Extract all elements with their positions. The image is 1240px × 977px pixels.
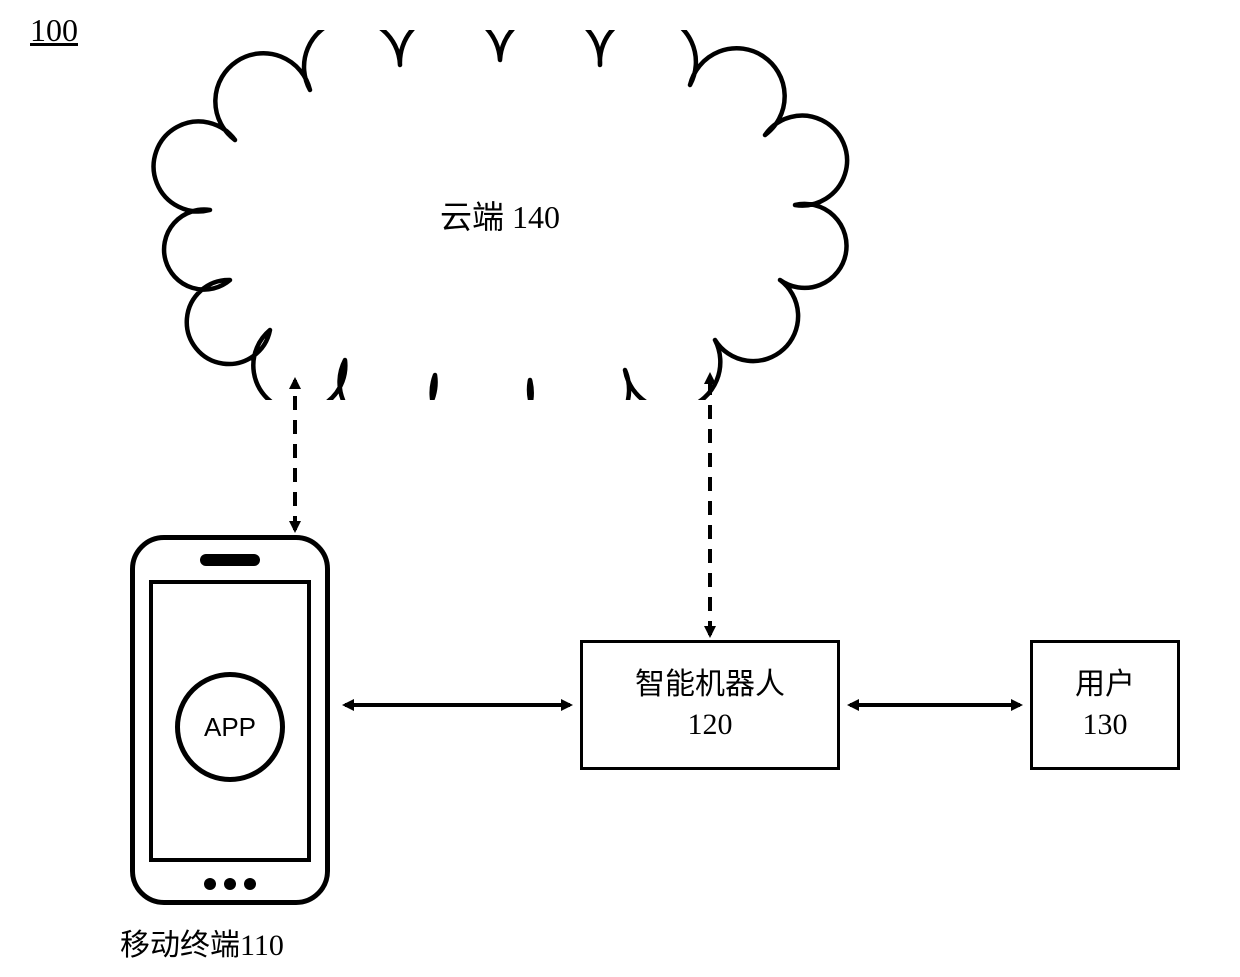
- phone-caption: 移动终端110: [120, 920, 284, 964]
- user-label-line1: 用户: [1075, 665, 1135, 706]
- diagram-canvas: 100 云端 140 APP 移动终端110 智能机器人 120 用户 130: [0, 0, 1240, 977]
- user-label-line2: 130: [1083, 705, 1128, 746]
- phone-home-dots-icon: [135, 878, 325, 890]
- cloud-icon: [140, 30, 860, 400]
- phone-screen: APP: [149, 580, 311, 862]
- robot-label-line2: 120: [688, 705, 733, 746]
- figure-number: 100: [30, 12, 78, 49]
- cloud-node: 云端 140: [140, 30, 860, 400]
- phone-speaker-icon: [200, 554, 260, 566]
- robot-label-line1: 智能机器人: [635, 665, 785, 706]
- user-node: 用户 130: [1030, 640, 1180, 770]
- phone-node: APP: [130, 535, 330, 905]
- robot-node: 智能机器人 120: [580, 640, 840, 770]
- app-circle-icon: APP: [175, 672, 285, 782]
